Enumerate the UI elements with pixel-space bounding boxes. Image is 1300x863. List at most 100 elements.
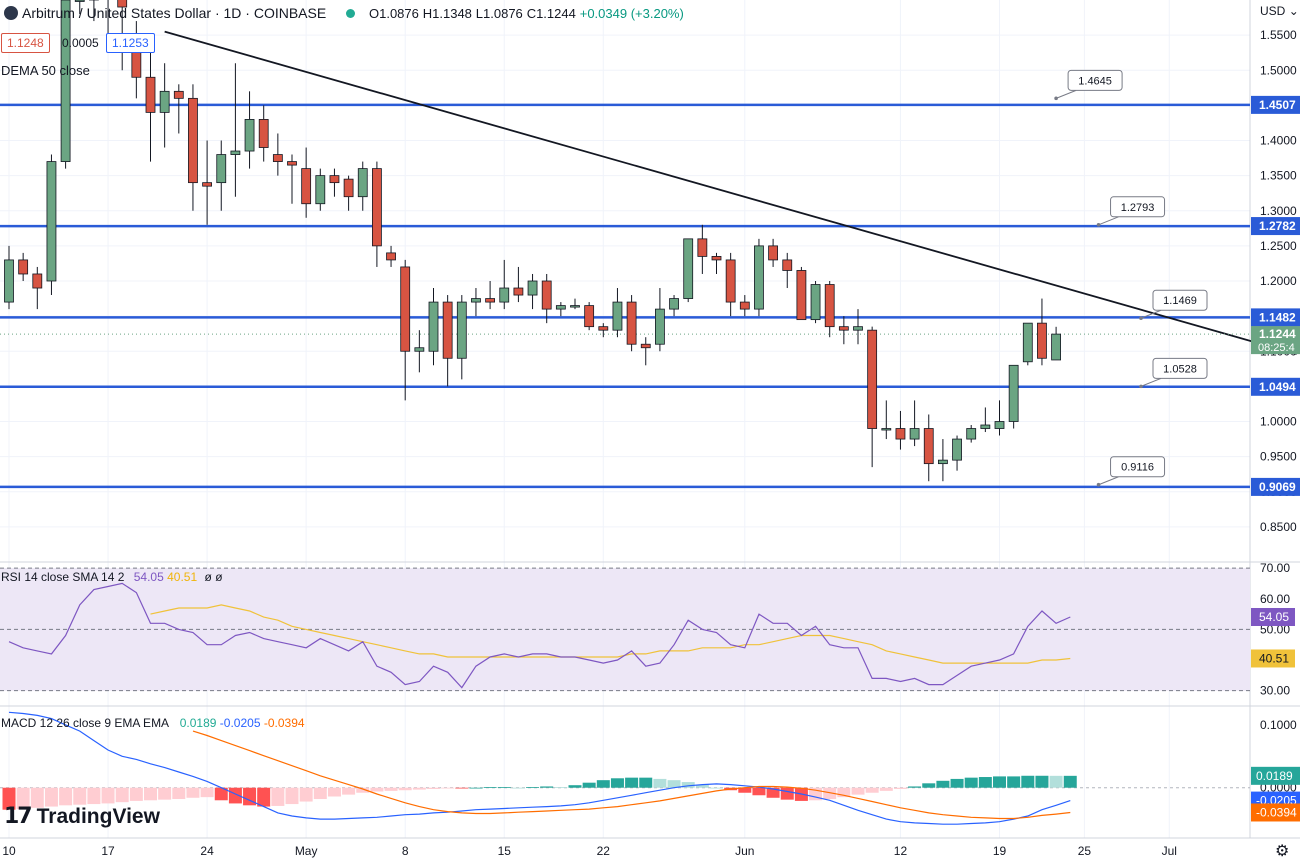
macd-histogram-bar (526, 787, 540, 788)
dema-indicator-label[interactable]: DEMA 50 close (1, 63, 90, 78)
macd-histogram-bar (596, 780, 610, 788)
level-tag-label: 1.2782 (1259, 219, 1296, 233)
callout-label: 1.0528 (1163, 363, 1197, 375)
rsi-value-tag-label: 54.05 (1259, 610, 1289, 624)
macd-histogram-bar (639, 777, 653, 788)
time-axis-tick: May (295, 844, 318, 858)
macd-histogram-bar (483, 787, 497, 788)
macd-histogram-bar (908, 786, 922, 788)
macd-histogram-bar (610, 778, 624, 788)
ohlc-close: C1.1244 (526, 6, 576, 21)
candle-body (584, 305, 595, 328)
macd-histogram-bar (936, 780, 950, 788)
axes: 1.55001.50001.45001.40001.35001.30001.25… (2, 28, 1300, 858)
callout-box (1067, 69, 1123, 91)
callout-anchor (1139, 384, 1143, 389)
callout-pointer (1098, 216, 1119, 226)
candle-body (287, 161, 297, 166)
macd-histogram-bar (1063, 775, 1077, 788)
time-axis-tick: 17 (101, 844, 115, 858)
rsi-legend[interactable]: RSI 14 close SMA 14 2 54.05 40.51 ø ø (1, 570, 223, 584)
macd-histogram-bar (978, 777, 992, 788)
time-axis-tick: 19 (993, 844, 1007, 858)
macd-legend-name: MACD 12 26 close 9 EMA EMA (1, 716, 169, 730)
macd-value-tag-label: -0.0394 (1256, 805, 1297, 819)
macd-histogram-bar (653, 778, 667, 788)
candle-body (853, 326, 863, 331)
last-price-tag (1251, 326, 1300, 355)
candle-body (357, 168, 368, 198)
candle-body (782, 259, 793, 271)
macd-histogram-bar (327, 787, 341, 797)
callout-box (1110, 456, 1166, 478)
ohlc-low: L1.0876 (475, 6, 523, 21)
macd-histogram-bar (299, 787, 313, 802)
rsi-legend-value: 54.05 (133, 570, 164, 584)
candle-body (471, 298, 481, 303)
candle-body (272, 154, 283, 162)
candle-body (626, 301, 637, 345)
macd-histogram-bar (738, 787, 752, 793)
macd-histogram-bar (101, 787, 115, 804)
macd-histogram-bar (412, 787, 426, 790)
macd-histogram-bar (243, 787, 257, 806)
rsi-legend-name: RSI 14 close SMA 14 2 (1, 570, 125, 584)
symbol-title[interactable]: Arbitrum / United States Dollar · 1D · C… (4, 5, 684, 21)
macd-histogram-bar (851, 787, 865, 795)
candle-body (202, 182, 213, 187)
macd-histogram-bar (59, 787, 73, 806)
candle-body (824, 284, 835, 328)
symbol-title-text: Arbitrum / United States Dollar · 1D · C… (22, 5, 327, 21)
level-tag-label: 1.1482 (1259, 310, 1296, 324)
level-tag-label: 1.0494 (1259, 380, 1296, 394)
candle-body (513, 287, 524, 296)
candle-body (244, 119, 255, 152)
callout-label: 0.9116 (1121, 462, 1154, 474)
macd-histogram-bar (2, 787, 16, 810)
level-tag (1251, 95, 1300, 114)
ask-price-button[interactable]: 1.1253 (106, 33, 155, 53)
gear-icon[interactable]: ⚙ (1275, 843, 1290, 860)
price-axis-tick: 1.0000 (1260, 415, 1297, 429)
time-axis-tick: 12 (894, 844, 908, 858)
macd-histogram-bar (200, 787, 214, 798)
macd-histogram-bar (710, 787, 723, 789)
candle-body (442, 301, 453, 359)
candle-body (117, 0, 128, 8)
macd-histogram-bar (1035, 775, 1049, 788)
candle-body (1051, 333, 1061, 361)
currency-selector[interactable]: USD ⌄ (1260, 4, 1299, 18)
time-axis-tick: 25 (1078, 844, 1092, 858)
candle-body (881, 428, 892, 431)
bid-price-button[interactable]: 1.1248 (1, 33, 50, 53)
price-axis-tick: 1.4000 (1260, 134, 1297, 148)
macd-histogram-bar (497, 787, 511, 788)
macd-line-legend-value: -0.0205 (219, 716, 261, 730)
macd-legend[interactable]: MACD 12 26 close 9 EMA EMA 0.0189 -0.020… (1, 716, 305, 730)
rsi-sma-legend-value: 40.51 (167, 570, 198, 584)
time-axis-tick: Jun (735, 844, 754, 858)
price-pane: 1.4645 1.2793 1.1469 1.0528 0.9116 (0, 0, 1297, 489)
candle-body (683, 238, 694, 299)
macd-histogram-bar (780, 787, 794, 800)
candle-body (499, 287, 510, 303)
candle-body (966, 428, 977, 440)
tradingview-logo[interactable]: 17 TradingView (4, 804, 160, 829)
time-axis-tick: Jul (1162, 844, 1177, 858)
time-axis-tick: 24 (200, 844, 214, 858)
time-axis-tick: 8 (402, 844, 409, 858)
time-axis-tick: 10 (2, 844, 16, 858)
rsi-line (8, 582, 1071, 689)
macd-histogram-bar (667, 780, 681, 788)
candle-body (60, 0, 71, 162)
candle-body (315, 175, 326, 205)
time-axis-tick: 22 (597, 844, 611, 858)
candle-body (867, 329, 878, 429)
macd-value-tag (1251, 766, 1300, 785)
callout-pointer (1140, 377, 1162, 387)
macd-signal-line (192, 730, 1071, 820)
callout-label: 1.1469 (1163, 295, 1197, 307)
macd-histogram-bar (1049, 775, 1063, 788)
macd-histogram-bar (257, 787, 271, 807)
